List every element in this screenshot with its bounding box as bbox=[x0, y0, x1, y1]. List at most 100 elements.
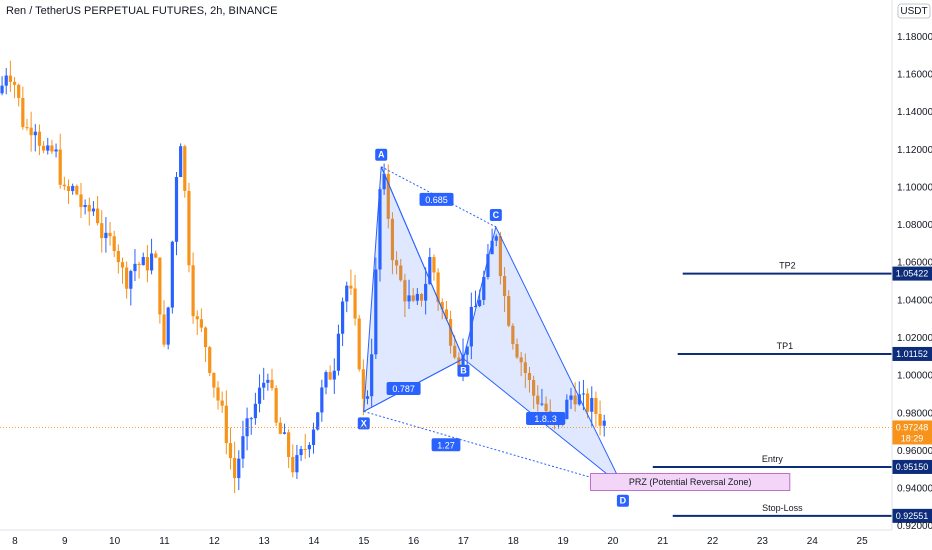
candle-body-88 bbox=[365, 396, 370, 399]
x-tick-5: 13 bbox=[259, 536, 271, 547]
candle-body-101 bbox=[419, 293, 424, 301]
candle-body-39 bbox=[162, 314, 166, 345]
time-axis: 8 9 10 11 12 13 14 15 16 17 18 19 20 21 22 23 24 25 bbox=[0, 529, 892, 547]
level-label-3: Stop-Loss bbox=[762, 503, 803, 513]
ratio-label-2: 1.8..3 bbox=[534, 414, 557, 424]
candle-body-81 bbox=[336, 333, 341, 371]
candle-body-75 bbox=[311, 429, 316, 446]
x-tick-17: 25 bbox=[857, 536, 869, 547]
point-label-D: D bbox=[620, 496, 627, 506]
candle-body-141 bbox=[586, 393, 590, 412]
level-badge-0 bbox=[892, 266, 932, 281]
x-tick-14: 22 bbox=[707, 536, 719, 547]
candle-body-100 bbox=[415, 293, 419, 301]
y-tick-13: 0.92000 bbox=[897, 521, 932, 532]
candle-body-102 bbox=[424, 283, 428, 301]
candle-body-137 bbox=[569, 395, 573, 400]
candle-body-60 bbox=[249, 418, 253, 420]
candle-body-2 bbox=[8, 75, 12, 82]
candle-body-14 bbox=[58, 149, 62, 185]
y-tick-6: 1.06000 bbox=[897, 258, 932, 269]
countdown-text: 18:29 bbox=[901, 433, 924, 443]
candle-body-18 bbox=[75, 185, 79, 195]
candle-body-129 bbox=[536, 395, 540, 405]
candle-body-108 bbox=[448, 319, 453, 346]
x-tick-16: 24 bbox=[807, 536, 819, 547]
point-label-A: A bbox=[378, 150, 385, 160]
candle-body-50 bbox=[208, 347, 212, 373]
x-tick-7: 15 bbox=[358, 536, 370, 547]
candle-body-117 bbox=[486, 254, 490, 278]
candle-body-62 bbox=[257, 387, 262, 404]
candle-body-68 bbox=[282, 432, 287, 434]
candle-body-12 bbox=[50, 145, 54, 152]
candle-body-82 bbox=[340, 301, 345, 334]
candle-body-28 bbox=[116, 251, 120, 263]
candle-body-42 bbox=[174, 177, 179, 242]
candle-body-13 bbox=[54, 149, 58, 152]
candle-body-127 bbox=[527, 373, 532, 380]
candle-body-55 bbox=[228, 443, 233, 459]
candle-body-30 bbox=[125, 267, 129, 289]
candle-body-7 bbox=[29, 127, 33, 136]
point-label-X: X bbox=[361, 418, 367, 428]
ratio-badge-1 bbox=[386, 382, 421, 396]
harmonic-pattern-layer: PRZ (Potential Reversal Zone) 0.685 0.787 1… bbox=[357, 148, 791, 507]
candle-body-122 bbox=[507, 296, 511, 326]
candle-body-6 bbox=[25, 127, 29, 129]
level-label-2: Entry bbox=[762, 454, 784, 464]
candle-body-91 bbox=[378, 189, 382, 270]
candle-body-87 bbox=[361, 369, 365, 399]
candle-body-10 bbox=[42, 145, 46, 151]
candle-body-35 bbox=[145, 257, 150, 271]
candle-body-46 bbox=[191, 265, 195, 317]
candle-body-125 bbox=[519, 357, 523, 363]
x-tick-6: 14 bbox=[308, 536, 320, 547]
ratio-label-0: 0.685 bbox=[425, 195, 448, 205]
candle-body-72 bbox=[299, 448, 303, 456]
candle-body-8 bbox=[33, 131, 37, 136]
candle-body-128 bbox=[532, 379, 536, 396]
candle-body-41 bbox=[170, 241, 174, 308]
candle-body-119 bbox=[494, 236, 498, 241]
y-tick-7: 1.04000 bbox=[897, 295, 932, 306]
y-tick-0: 1.18000 bbox=[897, 32, 932, 43]
candle-body-106 bbox=[440, 302, 444, 310]
candle-body-53 bbox=[220, 400, 224, 406]
candle-body-26 bbox=[108, 232, 112, 237]
candle-body-144 bbox=[598, 413, 602, 426]
y-tick-4: 1.10000 bbox=[897, 182, 932, 193]
candle-body-78 bbox=[324, 372, 328, 388]
candle-body-114 bbox=[473, 306, 478, 308]
candle-body-38 bbox=[158, 257, 162, 315]
candle-body-130 bbox=[540, 403, 544, 405]
x-tick-15: 23 bbox=[757, 536, 769, 547]
point-badge-B bbox=[457, 364, 470, 377]
level-badge-2 bbox=[892, 459, 932, 474]
candle-body-36 bbox=[149, 253, 154, 271]
candle-body-124 bbox=[515, 344, 519, 358]
candle-body-59 bbox=[245, 418, 249, 437]
x-tick-0: 8 bbox=[12, 536, 18, 547]
candle-body-142 bbox=[590, 398, 594, 412]
candle-body-48 bbox=[199, 319, 204, 328]
level-label-0: TP2 bbox=[779, 261, 796, 271]
y-tick-8: 1.02000 bbox=[897, 333, 932, 344]
candle-body-105 bbox=[436, 272, 440, 303]
x-tick-10: 18 bbox=[508, 536, 520, 547]
candle-body-52 bbox=[216, 387, 220, 401]
point-badge-D bbox=[616, 494, 629, 507]
candle-body-22 bbox=[91, 208, 96, 212]
ratio-badge-2 bbox=[526, 411, 566, 425]
candle-body-138 bbox=[573, 395, 577, 405]
candle-body-0 bbox=[0, 85, 4, 94]
candle-body-33 bbox=[137, 263, 141, 266]
candle-body-9 bbox=[37, 131, 42, 146]
candle-body-3 bbox=[12, 81, 17, 85]
x-tick-3: 11 bbox=[159, 536, 170, 547]
y-tick-2: 1.14000 bbox=[897, 107, 932, 118]
candle-body-123 bbox=[511, 325, 515, 345]
point-label-C: C bbox=[493, 210, 500, 220]
candle-body-118 bbox=[490, 240, 494, 255]
